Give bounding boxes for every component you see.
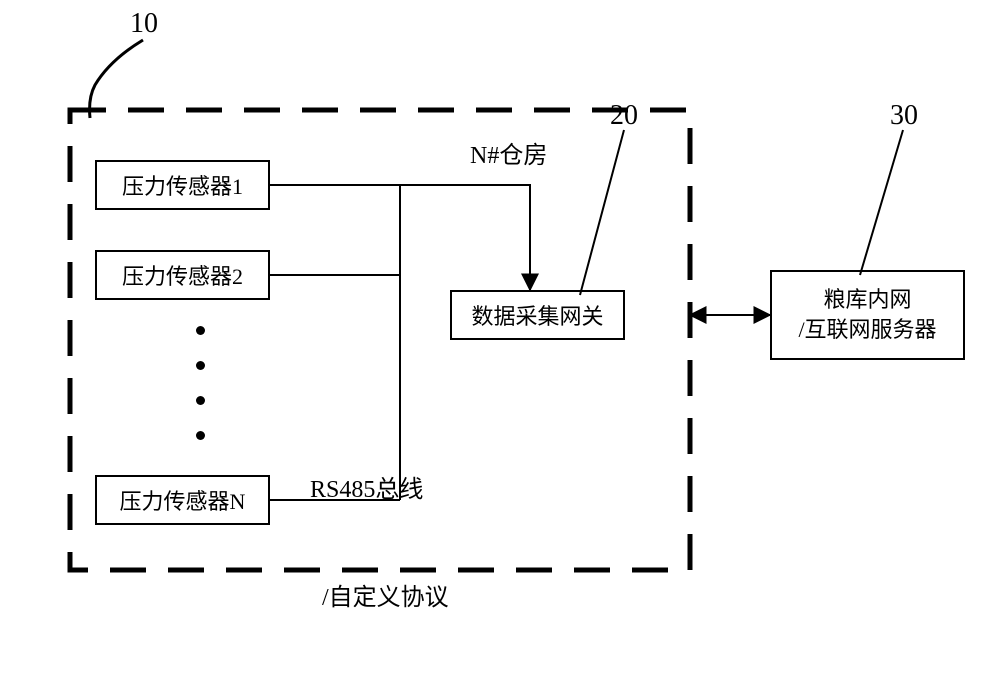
callout-30: 30 (890, 100, 918, 132)
bus-label: RS485总线 /自定义协议 (310, 400, 449, 688)
gateway-box: 数据采集网关 (450, 290, 625, 340)
callout-20-leader (580, 130, 624, 295)
sensor-n-box: 压力传感器N (95, 475, 270, 525)
server-box: 粮库内网 /互联网服务器 (770, 270, 965, 360)
bus-to-gateway (400, 185, 530, 290)
ellipsis-dot (196, 326, 205, 335)
callout-10: 10 (130, 8, 158, 40)
ellipsis-dot (196, 431, 205, 440)
sensor-2-label: 压力传感器2 (122, 259, 243, 291)
diagram-canvas: 10 20 30 N#仓房 压力传感器1 压力传感器2 压力传感器N 数据采集网… (0, 0, 1000, 608)
sensor-n-label: 压力传感器N (120, 484, 246, 516)
sensor-1-box: 压力传感器1 (95, 160, 270, 210)
callout-10-leader (90, 40, 143, 118)
sensor-2-box: 压力传感器2 (95, 250, 270, 300)
warehouse-label: N#仓房 (470, 135, 547, 170)
ellipsis-dot (196, 361, 205, 370)
gateway-label: 数据采集网关 (471, 299, 603, 331)
callout-30-leader (860, 130, 903, 275)
server-label: 粮库内网 /互联网服务器 (798, 285, 936, 344)
sensor-1-label: 压力传感器1 (122, 169, 243, 201)
ellipsis-dot (196, 396, 205, 405)
callout-20: 20 (610, 100, 638, 132)
